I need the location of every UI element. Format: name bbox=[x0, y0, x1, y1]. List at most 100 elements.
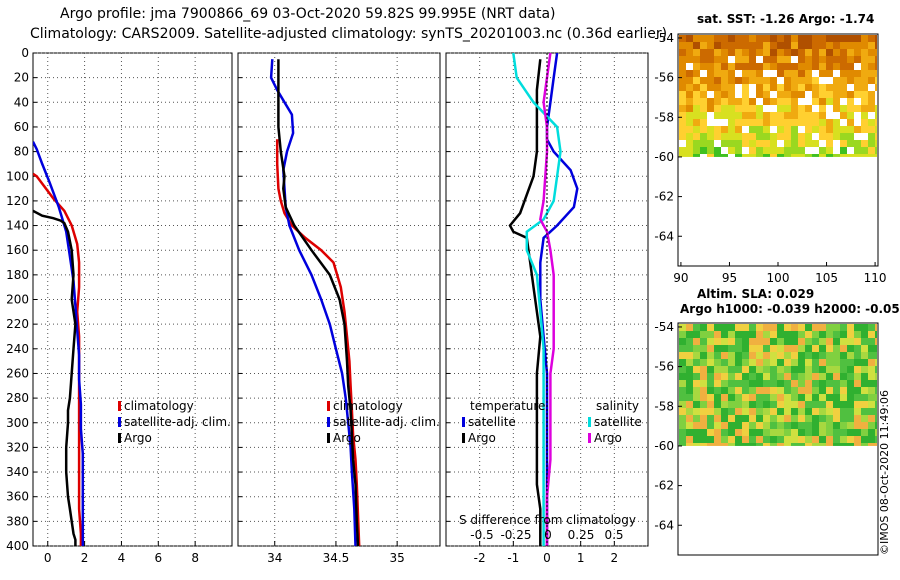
map-cell bbox=[763, 147, 770, 154]
map-cell bbox=[700, 147, 707, 154]
secondary-x-tick-label: 0.25 bbox=[568, 528, 595, 542]
map-cell bbox=[749, 56, 756, 63]
map-cell bbox=[707, 359, 714, 366]
map-cell bbox=[791, 77, 798, 84]
map-cell bbox=[868, 133, 875, 140]
map-cell bbox=[840, 443, 847, 446]
map-cell bbox=[707, 352, 714, 359]
map-cell bbox=[721, 35, 728, 42]
map-cell bbox=[693, 154, 700, 157]
map-cell bbox=[840, 154, 847, 157]
map-cell bbox=[826, 35, 833, 42]
map-cell bbox=[777, 84, 784, 91]
lat-tick-label: -54 bbox=[654, 31, 674, 45]
map-cell bbox=[812, 338, 819, 345]
sst-title: sat. SST: -1.26 Argo: -1.74 bbox=[697, 12, 875, 26]
map-cell bbox=[805, 373, 812, 380]
map-cell bbox=[749, 415, 756, 422]
map-cell bbox=[756, 415, 763, 422]
map-cell bbox=[833, 380, 840, 387]
map-cell bbox=[686, 394, 693, 401]
map-cell bbox=[854, 380, 861, 387]
map-cell bbox=[847, 359, 854, 366]
map-cell bbox=[700, 345, 707, 352]
map-cell bbox=[812, 35, 819, 42]
map-cell bbox=[721, 352, 728, 359]
map-cell bbox=[770, 133, 777, 140]
map-cell bbox=[854, 70, 861, 77]
map-cell bbox=[777, 35, 784, 42]
series-line-argo bbox=[277, 59, 360, 546]
map-cell bbox=[679, 56, 686, 63]
map-cell bbox=[847, 140, 854, 147]
legend-label: Argo bbox=[468, 431, 496, 445]
map-cell bbox=[840, 91, 847, 98]
lat-tick-label: -62 bbox=[654, 190, 674, 204]
map-cell bbox=[875, 359, 877, 366]
map-cell bbox=[735, 345, 742, 352]
map-cell bbox=[700, 359, 707, 366]
map-cell bbox=[812, 415, 819, 422]
map-cell bbox=[777, 422, 784, 429]
map-cell bbox=[847, 63, 854, 70]
map-cell bbox=[819, 373, 826, 380]
map-cell bbox=[770, 147, 777, 154]
map-cell bbox=[728, 331, 735, 338]
sla-title: Altim. SLA: 0.029 bbox=[697, 287, 815, 301]
map-cell bbox=[805, 49, 812, 56]
map-cell bbox=[784, 331, 791, 338]
map-cell bbox=[728, 436, 735, 443]
map-cell bbox=[707, 443, 714, 446]
map-cell bbox=[833, 98, 840, 105]
map-cell bbox=[826, 42, 833, 49]
map-cell bbox=[812, 324, 819, 331]
map-cell bbox=[686, 112, 693, 119]
map-cell bbox=[805, 119, 812, 126]
map-cell bbox=[714, 49, 721, 56]
map-cell bbox=[868, 98, 875, 105]
map-cell bbox=[686, 373, 693, 380]
series-line-temperature-argo bbox=[508, 59, 542, 546]
map-cell bbox=[756, 42, 763, 49]
map-cell bbox=[686, 154, 693, 157]
map-cell bbox=[875, 422, 877, 429]
profile-title: Argo profile: jma 7900866_69 03-Oct-2020… bbox=[60, 6, 556, 22]
map-cell bbox=[735, 77, 742, 84]
map-cell bbox=[714, 324, 721, 331]
map-cell bbox=[700, 422, 707, 429]
map-cell bbox=[742, 42, 749, 49]
legend-swatch bbox=[327, 433, 330, 443]
map-cell bbox=[728, 387, 735, 394]
map-cell bbox=[784, 91, 791, 98]
map-cell bbox=[840, 324, 847, 331]
map-cell bbox=[854, 408, 861, 415]
map-cell bbox=[798, 373, 805, 380]
map-cell bbox=[686, 324, 693, 331]
map-cell bbox=[714, 63, 721, 70]
map-cell bbox=[686, 84, 693, 91]
map-cell bbox=[812, 119, 819, 126]
map-cell bbox=[847, 133, 854, 140]
map-cell bbox=[714, 84, 721, 91]
map-cell bbox=[700, 133, 707, 140]
map-cell bbox=[700, 91, 707, 98]
map-cell bbox=[707, 324, 714, 331]
map-cell bbox=[714, 35, 721, 42]
map-cell bbox=[756, 394, 763, 401]
map-cell bbox=[868, 352, 875, 359]
map-cell bbox=[686, 415, 693, 422]
map-cell bbox=[763, 42, 770, 49]
map-cell bbox=[840, 401, 847, 408]
y-tick-label: 60 bbox=[14, 120, 29, 134]
map-cell bbox=[791, 331, 798, 338]
map-cell bbox=[819, 443, 826, 446]
map-cell bbox=[742, 415, 749, 422]
map-cell bbox=[693, 359, 700, 366]
map-cell bbox=[721, 324, 728, 331]
map-cell bbox=[861, 380, 868, 387]
map-cell bbox=[861, 35, 868, 42]
map-cell bbox=[763, 63, 770, 70]
map-cell bbox=[819, 338, 826, 345]
map-cell bbox=[840, 331, 847, 338]
map-cell bbox=[847, 394, 854, 401]
